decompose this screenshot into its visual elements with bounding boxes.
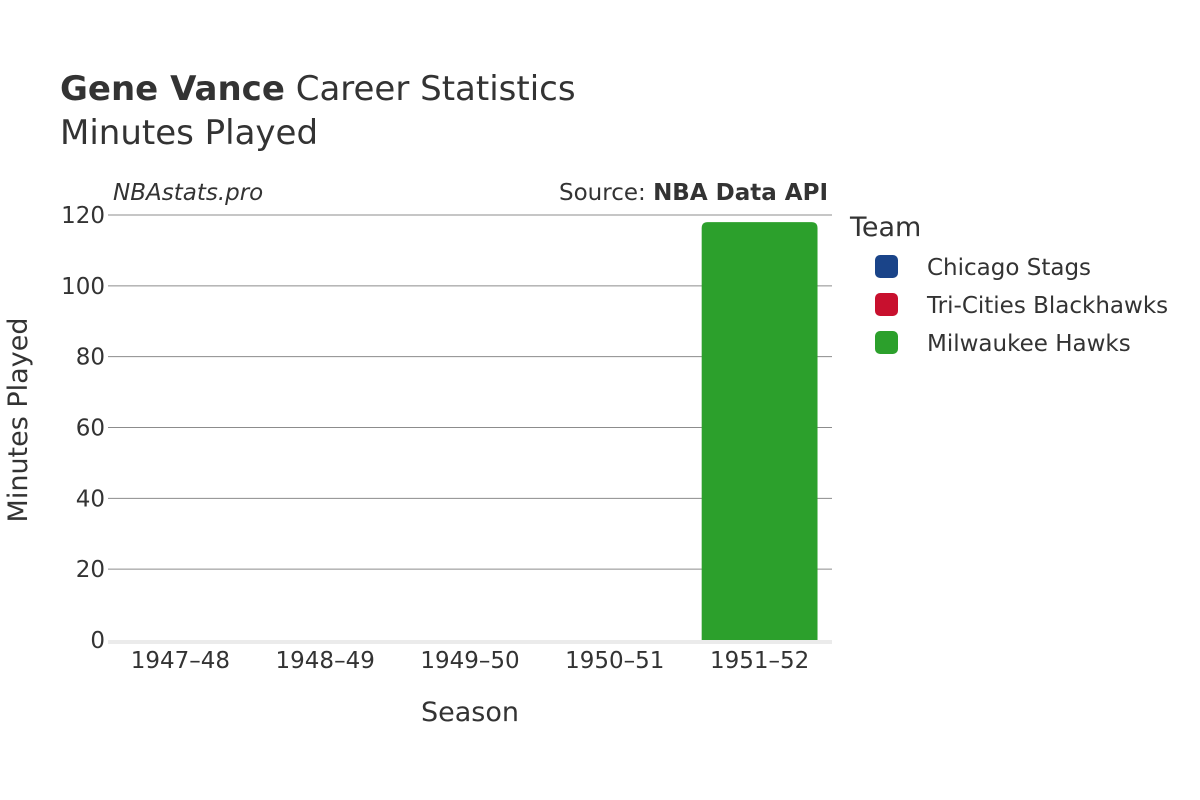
x-axis-label: Season [421, 697, 519, 728]
legend-swatch [875, 293, 898, 316]
x-tick-labels: 1947–48 1948–49 1949–50 1950–51 1951–52 [131, 648, 810, 674]
chart-title-rest: Career Statistics [296, 69, 576, 109]
legend-item-label[interactable]: Chicago Stags [927, 255, 1091, 281]
y-tick-label: 60 [76, 416, 105, 442]
y-tick-label: 40 [76, 486, 105, 512]
y-axis-label: Minutes Played [3, 318, 34, 523]
source-name: NBA Data API [653, 180, 828, 206]
y-tick-label: 80 [76, 345, 105, 371]
chart-title-bold: Gene Vance [60, 69, 285, 109]
x-tick-label: 1948–49 [276, 648, 375, 674]
x-tick-label: 1947–48 [131, 648, 230, 674]
legend-item-label[interactable]: Tri-Cities Blackhawks [926, 293, 1168, 319]
x-tick-label: 1951–52 [710, 648, 809, 674]
legend-swatch [875, 331, 898, 354]
x-tick-label: 1950–51 [565, 648, 664, 674]
watermark: NBAstats.pro [113, 180, 263, 206]
legend-title: Team [849, 212, 921, 243]
chart-title-space [285, 69, 296, 109]
x-tick-label: 1949–50 [420, 648, 519, 674]
x-axis-baseline [108, 640, 832, 644]
legend-swatch [875, 255, 898, 278]
source-prefix: Source: [559, 180, 653, 206]
chart-title: Gene Vance Career Statistics [60, 69, 576, 109]
legend: Team Chicago Stags Tri-Cities Blackhawks M… [849, 212, 1168, 357]
bar-milwaukee-hawks[interactable] [701, 222, 818, 641]
chart-subtitle: Minutes Played [60, 113, 318, 153]
y-tick-label: 100 [61, 274, 105, 300]
y-tick-label: 20 [76, 557, 105, 583]
bars [701, 222, 818, 641]
y-tick-label: 120 [61, 203, 105, 229]
gridlines [108, 214, 832, 644]
y-tick-labels: 0 20 40 60 80 100 120 [61, 203, 105, 654]
y-tick-label: 0 [90, 628, 105, 654]
legend-item-label[interactable]: Milwaukee Hawks [927, 331, 1131, 357]
source-credit: Source: NBA Data API [559, 180, 828, 206]
